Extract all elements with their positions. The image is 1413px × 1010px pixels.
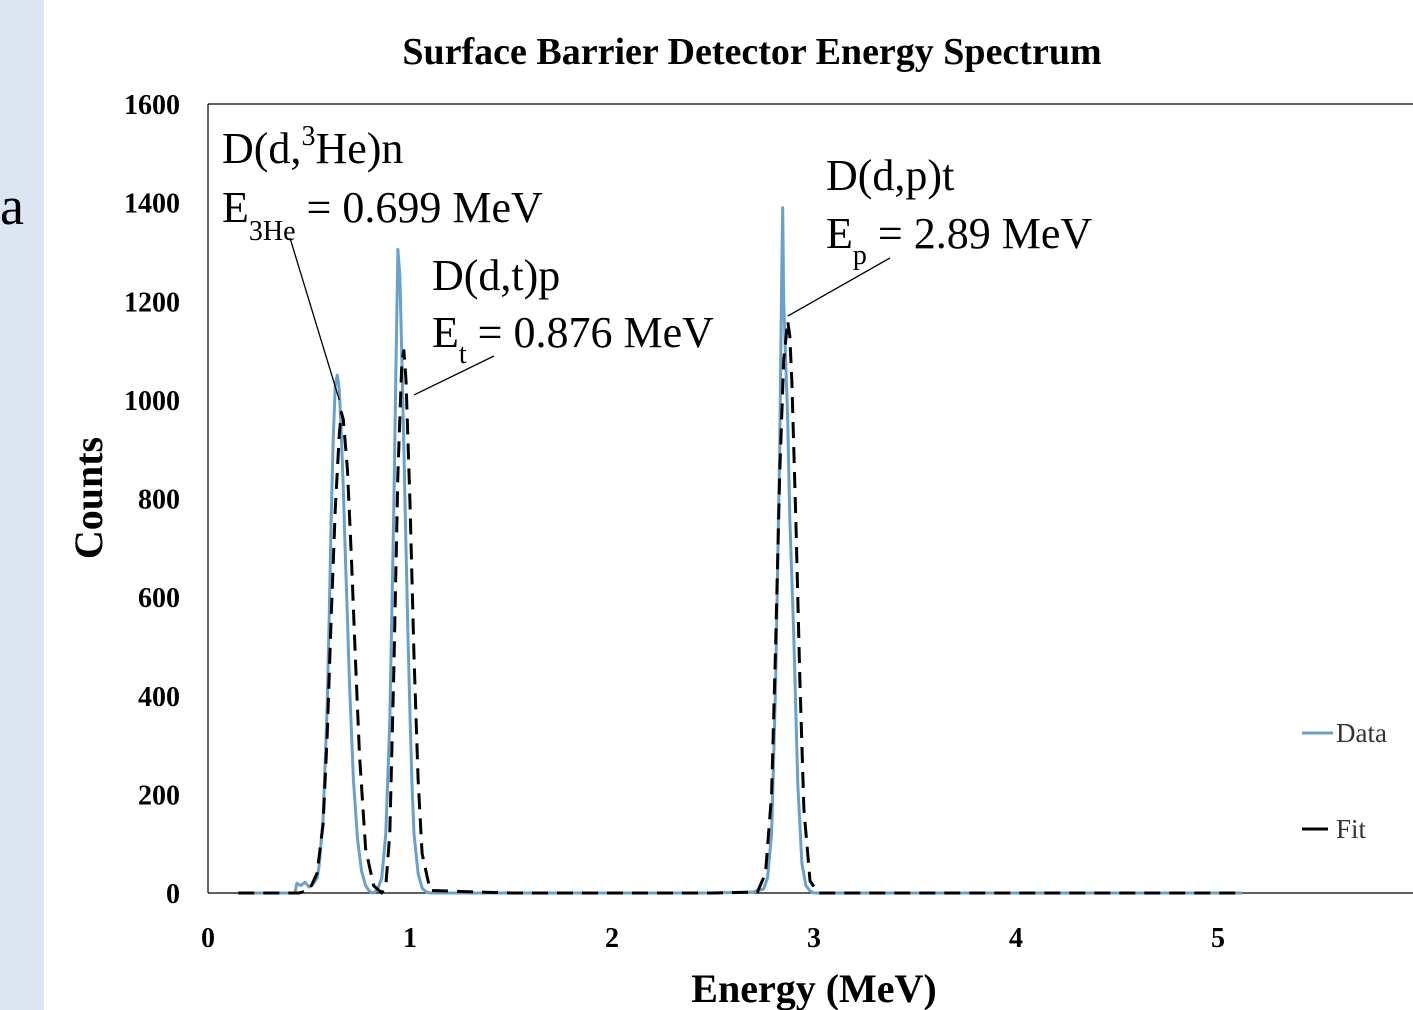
x-tick-label: 0 xyxy=(201,923,215,954)
annotation-d-t-p-energy: Et = 0.876 MeV xyxy=(432,308,714,370)
x-tick-labels: 0 1 2 3 4 5 xyxy=(201,923,1225,954)
y-tick-label: 1400 xyxy=(124,189,180,220)
x-tick-label: 1 xyxy=(403,923,417,954)
x-axis-label: Energy (MeV) xyxy=(691,966,936,1010)
legend: Data Fit xyxy=(1302,718,1387,844)
side-panel-glyph: a xyxy=(0,176,24,236)
x-tick-label: 5 xyxy=(1211,923,1225,954)
y-tick-label: 800 xyxy=(138,485,180,516)
x-tick-label: 3 xyxy=(807,923,821,954)
y-tick-label: 400 xyxy=(138,682,180,713)
annotation-d-3he-n: D(d,3He)n E3He = 0.699 MeV xyxy=(222,121,543,401)
annotation-d-p-t-energy: Ep = 2.89 MeV xyxy=(826,209,1092,271)
y-axis-label: Counts xyxy=(66,437,111,559)
annotation-d-p-t: D(d,p)t Ep = 2.89 MeV xyxy=(787,151,1092,317)
series-line-fit xyxy=(238,319,1243,895)
annotation-d-t-p: D(d,t)p Et = 0.876 MeV xyxy=(413,251,714,396)
y-tick-label: 0 xyxy=(166,879,180,910)
legend-data-label: Data xyxy=(1336,718,1387,748)
y-tick-label: 200 xyxy=(138,780,180,811)
annotation-d-3he-n-reaction: D(d,3He)n xyxy=(222,121,403,173)
x-tick-label: 4 xyxy=(1009,923,1023,954)
y-tick-label: 600 xyxy=(138,583,180,614)
annotation-d-t-p-leader xyxy=(413,355,495,396)
y-tick-label: 1600 xyxy=(124,90,180,121)
legend-fit-label: Fit xyxy=(1336,814,1367,844)
annotation-d-3he-n-energy: E3He = 0.699 MeV xyxy=(222,183,543,247)
annotation-d-p-t-reaction: D(d,p)t xyxy=(826,151,954,200)
annotation-d-3he-n-leader xyxy=(289,237,340,401)
chart-title: Surface Barrier Detector Energy Spectrum xyxy=(402,31,1101,73)
y-tick-label: 1000 xyxy=(124,386,180,417)
series-layer xyxy=(238,206,1243,895)
side-panel-strip xyxy=(0,0,44,1010)
annotation-d-t-p-reaction: D(d,t)p xyxy=(432,251,560,300)
x-tick-label: 2 xyxy=(605,923,619,954)
series-line-data xyxy=(238,206,1243,895)
y-tick-label: 1200 xyxy=(124,287,180,318)
y-tick-labels: 0 200 400 600 800 1000 1200 1400 1600 xyxy=(124,90,180,910)
annotation-d-p-t-leader xyxy=(787,257,891,317)
